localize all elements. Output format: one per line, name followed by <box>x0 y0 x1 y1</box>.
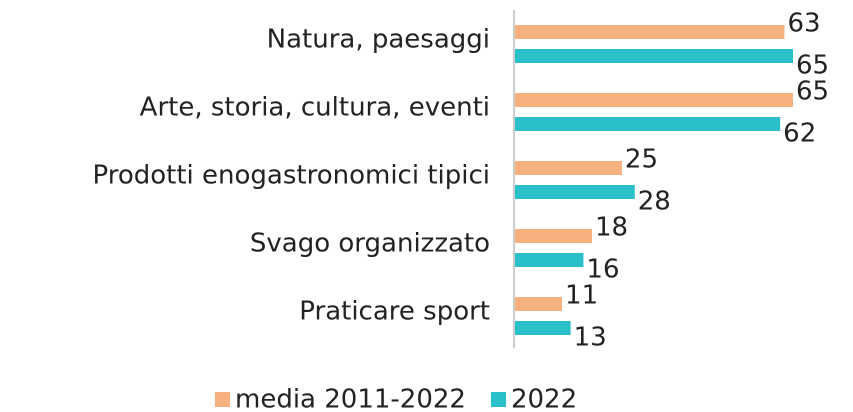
category-label: Natura, paesaggi <box>267 25 490 55</box>
legend-label: 2022 <box>511 385 577 412</box>
bar <box>515 297 563 311</box>
value-label: 25 <box>625 145 658 175</box>
bar <box>515 49 793 63</box>
bar <box>515 93 793 107</box>
bar <box>515 229 592 243</box>
value-label: 63 <box>787 9 820 39</box>
bar <box>515 253 584 267</box>
category-label: Svago organizzato <box>250 229 490 259</box>
bar <box>515 25 785 39</box>
value-label: 65 <box>796 51 829 81</box>
legend-swatch <box>215 392 230 407</box>
legend-swatch <box>490 392 506 407</box>
value-label: 62 <box>783 119 816 149</box>
legend-label: media 2011-2022 <box>235 385 466 412</box>
value-label: 11 <box>565 281 598 311</box>
bar <box>515 185 635 199</box>
value-label: 18 <box>595 213 628 243</box>
category-label: Praticare sport <box>299 297 490 327</box>
value-label: 28 <box>638 187 671 217</box>
bar <box>515 161 622 175</box>
value-label: 13 <box>574 323 607 353</box>
category-label: Arte, storia, cultura, eventi <box>140 93 490 123</box>
value-label: 65 <box>796 77 829 107</box>
value-label: 16 <box>586 255 619 285</box>
category-label: Prodotti enogastronomici tipici <box>92 161 490 191</box>
bar <box>515 321 571 335</box>
bar <box>515 117 781 131</box>
